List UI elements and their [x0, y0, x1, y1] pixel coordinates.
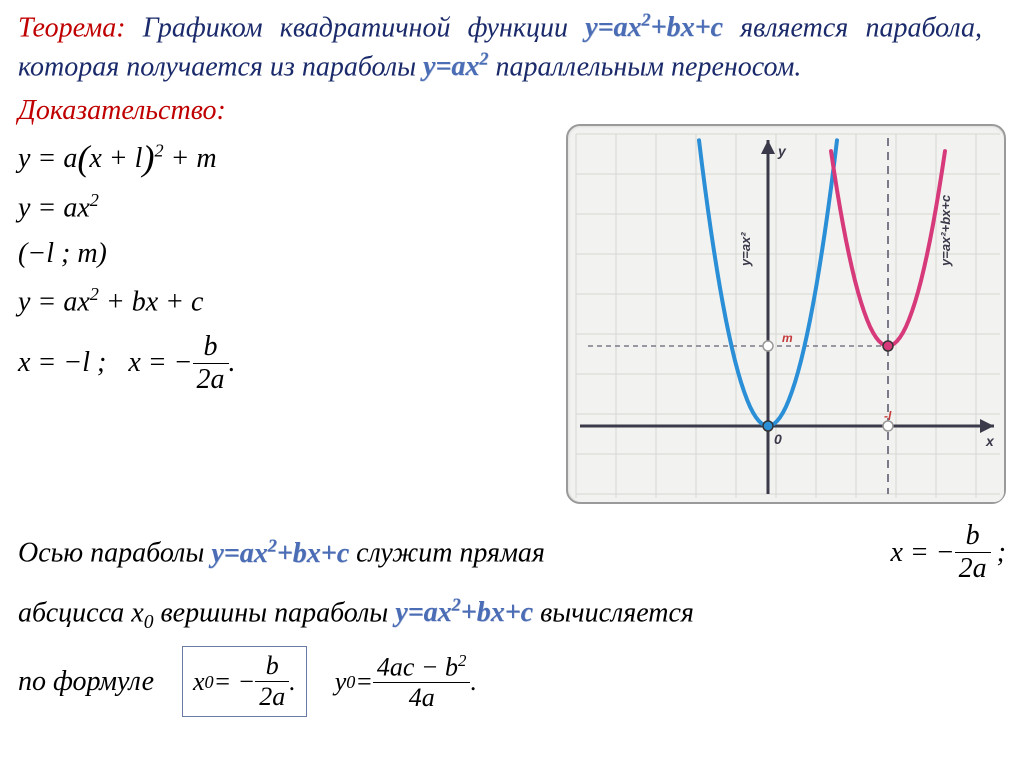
- svg-text:m: m: [782, 331, 793, 345]
- theorem-text-3: параллельным переносом.: [489, 51, 802, 82]
- svg-text:y=ax²: y=ax²: [738, 232, 753, 267]
- eq-y0: y0 = 4ac − b24a .: [335, 653, 477, 712]
- middle-row: y = a(x + l)2 + m y = ax2 (−l ; m) y = a…: [0, 130, 1024, 504]
- theorem-block: Теорема: Графиком квадратичной функции y…: [0, 0, 1000, 130]
- by-formula-text: по формуле: [18, 663, 154, 701]
- parabola-graph: y x 0 m -l y=ax² y=ax²+bx+c: [566, 124, 1006, 504]
- eq-x-l: x = −l ; x = − b2a .: [18, 333, 552, 394]
- theorem-formula-1: y=ax2+bx+c: [585, 12, 723, 43]
- svg-text:0: 0: [774, 431, 782, 447]
- proof-label: Доказательство:: [18, 95, 226, 126]
- vertex-formula: y=ax2+bx+c: [395, 597, 533, 628]
- theorem-text-1: Графиком квадратичной функции: [143, 12, 585, 43]
- theorem-formula-2: y=ax2: [423, 51, 488, 82]
- eq-vertex-point: (−l ; m): [18, 238, 552, 270]
- eq-base: y = ax2: [18, 190, 552, 224]
- graph-svg: y x 0 m -l y=ax² y=ax²+bx+c: [568, 126, 1008, 506]
- axis-text: Осью параболы y=ax2+bx+c служит прямая: [18, 535, 545, 569]
- axis-formula: y=ax2+bx+c: [211, 538, 349, 569]
- svg-text:-l: -l: [884, 409, 892, 423]
- conclusion-block: Осью параболы y=ax2+bx+c служит прямая x…: [0, 504, 1024, 717]
- eq-x0: x0 = − b2a .: [182, 646, 307, 717]
- proof-equations: y = a(x + l)2 + m y = ax2 (−l ; m) y = a…: [18, 130, 552, 408]
- svg-text:y=ax²+bx+c: y=ax²+bx+c: [938, 194, 953, 267]
- svg-text:y: y: [777, 143, 787, 159]
- theorem-label: Теорема:: [18, 12, 126, 43]
- vertex-text-1: абсцисса x: [18, 597, 144, 628]
- eq-vertex-form: y = a(x + l)2 + m: [18, 134, 552, 176]
- eq-axis: x = − b2a ;: [890, 522, 1006, 583]
- svg-text:x: x: [985, 433, 995, 449]
- eq-standard-form: y = ax2 + bx + c: [18, 284, 552, 318]
